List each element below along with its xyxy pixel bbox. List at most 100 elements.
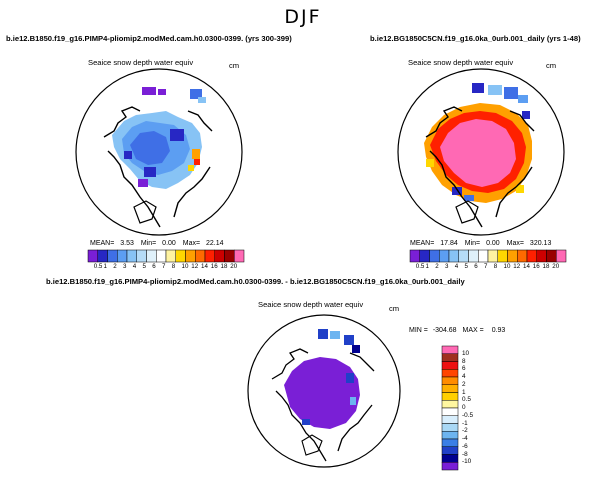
right-colorbar-swatch bbox=[546, 249, 557, 263]
right-polar-map bbox=[397, 68, 565, 236]
left-colorbar-tick-label: 10 bbox=[181, 263, 189, 270]
left-polar-map bbox=[75, 68, 243, 236]
diff-colorbar-swatch bbox=[441, 369, 459, 378]
right-colorbar-swatch bbox=[497, 249, 508, 263]
right-colorbar-tick-label: 10 bbox=[503, 263, 511, 270]
right-colorbar-swatch bbox=[507, 249, 518, 263]
right-colorbar-tick-label: 18 bbox=[542, 263, 550, 270]
left-colorbar-swatch bbox=[146, 249, 157, 263]
diff-min-value: -304.68 bbox=[432, 327, 457, 334]
right-colorbar-swatch bbox=[468, 249, 479, 263]
diff-colorbar-tick-label: -1 bbox=[462, 419, 468, 427]
left-colorbar-tick-label: 7 bbox=[162, 263, 166, 270]
left-units: cm bbox=[229, 61, 240, 70]
right-colorbar-swatch bbox=[478, 249, 489, 263]
diff-colorbar-swatch bbox=[441, 423, 459, 432]
right-mean-value: 17.84 bbox=[440, 240, 458, 247]
diff-colorbar-tick-label: 0.5 bbox=[462, 396, 471, 404]
right-colorbar-swatch bbox=[536, 249, 547, 263]
left-colorbar-tick-label: 16 bbox=[210, 263, 218, 270]
diff-colorbar bbox=[441, 345, 459, 471]
left-colorbar-swatch bbox=[165, 249, 176, 263]
left-colorbar-swatch bbox=[175, 249, 186, 263]
left-colorbar-tick-label: 4 bbox=[132, 263, 137, 270]
diff-max-value: 0.93 bbox=[491, 327, 506, 334]
right-colorbar-tick-label: 16 bbox=[532, 263, 540, 270]
left-colorbar-swatch bbox=[234, 249, 245, 263]
left-stats-row: MEAN= 3.53 Min= 0.00 Max= 22.14 bbox=[90, 240, 224, 247]
diff-colorbar-swatch bbox=[441, 454, 459, 463]
left-colorbar-tick-label: 0.5 bbox=[93, 263, 103, 270]
left-colorbar-tick-label: 14 bbox=[201, 263, 208, 270]
right-units: cm bbox=[546, 61, 557, 70]
diff-colorbar-swatch bbox=[441, 400, 459, 409]
diff-colorbar-swatch bbox=[441, 392, 459, 401]
season-title: DJF bbox=[284, 6, 322, 28]
diff-min-label: MIN = bbox=[409, 327, 428, 334]
diff-colorbar-swatch bbox=[441, 361, 459, 370]
left-colorbar-swatch bbox=[97, 249, 108, 263]
diff-colorbar-swatch bbox=[441, 462, 459, 471]
left-colorbar-swatch bbox=[126, 249, 137, 263]
right-colorbar-labels: 0.5 1 2 3 4 5 6 7 8 10 12 14 16 18 20 bbox=[410, 263, 566, 272]
left-colorbar-swatch bbox=[136, 249, 147, 263]
left-colorbar-swatch bbox=[107, 249, 118, 263]
diff-colorbar-tick-label: 10 bbox=[462, 349, 470, 357]
diff-colorbar-swatch bbox=[441, 431, 459, 440]
left-colorbar-tick-label: 20 bbox=[230, 263, 238, 270]
left-run-title: b.ie12.B1850.f19_g16.PIMP4-pliomip2.modM… bbox=[6, 34, 292, 43]
diff-run-title: b.ie12.B1850.f19_g16.PIMP4-pliomip2.modM… bbox=[46, 277, 465, 286]
left-colorbar-swatch bbox=[195, 249, 206, 263]
right-colorbar-tick-label: 20 bbox=[552, 263, 560, 270]
left-colorbar bbox=[87, 249, 245, 263]
right-mean-label: MEAN= bbox=[410, 240, 435, 247]
diff-colorbar-tick-label: 4 bbox=[462, 373, 466, 380]
diff-colorbar-tick-label: -4 bbox=[462, 435, 468, 442]
right-colorbar-swatch bbox=[487, 249, 498, 263]
left-mean-value: 3.53 bbox=[120, 240, 134, 247]
right-colorbar-swatch bbox=[526, 249, 537, 263]
left-field-title: Seaice snow depth water equiv bbox=[88, 58, 194, 67]
right-colorbar-tick-label: 0.5 bbox=[415, 263, 425, 270]
diff-colorbar-swatch bbox=[441, 384, 459, 393]
right-colorbar-tick-label: 2 bbox=[435, 263, 439, 270]
right-colorbar-tick-label: 1 bbox=[425, 263, 429, 270]
right-field-title: Seaice snow depth water equiv bbox=[408, 58, 514, 67]
diff-max-label: MAX = bbox=[462, 327, 484, 334]
left-colorbar-swatch bbox=[214, 249, 225, 263]
diff-colorbar-swatch bbox=[441, 446, 459, 455]
diff-colorbar-tick-label: -0.5 bbox=[462, 411, 474, 419]
left-colorbar-tick-label: 6 bbox=[152, 263, 156, 270]
right-colorbar-swatch bbox=[419, 249, 430, 263]
diff-colorbar-tick-label: 2 bbox=[462, 380, 466, 388]
diff-colorbar-labels: 10 8 6 4 2 1 0.5 0 -0.5 -1 -2 -4 -6 -8 -10 bbox=[462, 346, 492, 470]
diff-colorbar-tick-label: 0 bbox=[462, 404, 466, 411]
right-colorbar-tick-label: 7 bbox=[484, 263, 488, 270]
right-colorbar-tick-label: 6 bbox=[474, 263, 478, 270]
diff-colorbar-tick-label: -6 bbox=[462, 442, 468, 450]
right-colorbar bbox=[409, 249, 567, 263]
diff-colorbar-tick-label: -10 bbox=[462, 458, 472, 466]
right-colorbar-tick-label: 4 bbox=[454, 263, 459, 270]
diff-colorbar-tick-label: 6 bbox=[462, 365, 466, 373]
right-colorbar-swatch bbox=[448, 249, 459, 263]
right-run-title: b.ie12.BG1850C5CN.f19_g16.0ka_0urb.001_d… bbox=[370, 34, 581, 43]
left-mean-label: MEAN= bbox=[90, 240, 115, 247]
right-colorbar-swatch bbox=[409, 249, 420, 263]
right-max-value: 320.13 bbox=[529, 240, 552, 247]
left-colorbar-tick-label: 18 bbox=[220, 263, 228, 270]
right-colorbar-tick-label: 5 bbox=[464, 263, 468, 270]
left-colorbar-tick-label: 2 bbox=[113, 263, 117, 270]
left-colorbar-swatch bbox=[204, 249, 215, 263]
left-colorbar-tick-label: 8 bbox=[171, 263, 176, 270]
right-max-label: Max= bbox=[506, 240, 524, 247]
diff-colorbar-swatch bbox=[441, 345, 459, 354]
left-colorbar-swatch bbox=[87, 249, 98, 263]
right-min-value: 0.00 bbox=[486, 240, 500, 247]
diff-units: cm bbox=[389, 304, 400, 313]
left-min-label: Min= bbox=[140, 240, 157, 247]
left-colorbar-tick-label: 5 bbox=[142, 263, 146, 270]
diff-colorbar-tick-label: 1 bbox=[462, 388, 466, 396]
left-colorbar-swatch bbox=[185, 249, 196, 263]
right-colorbar-swatch bbox=[517, 249, 528, 263]
